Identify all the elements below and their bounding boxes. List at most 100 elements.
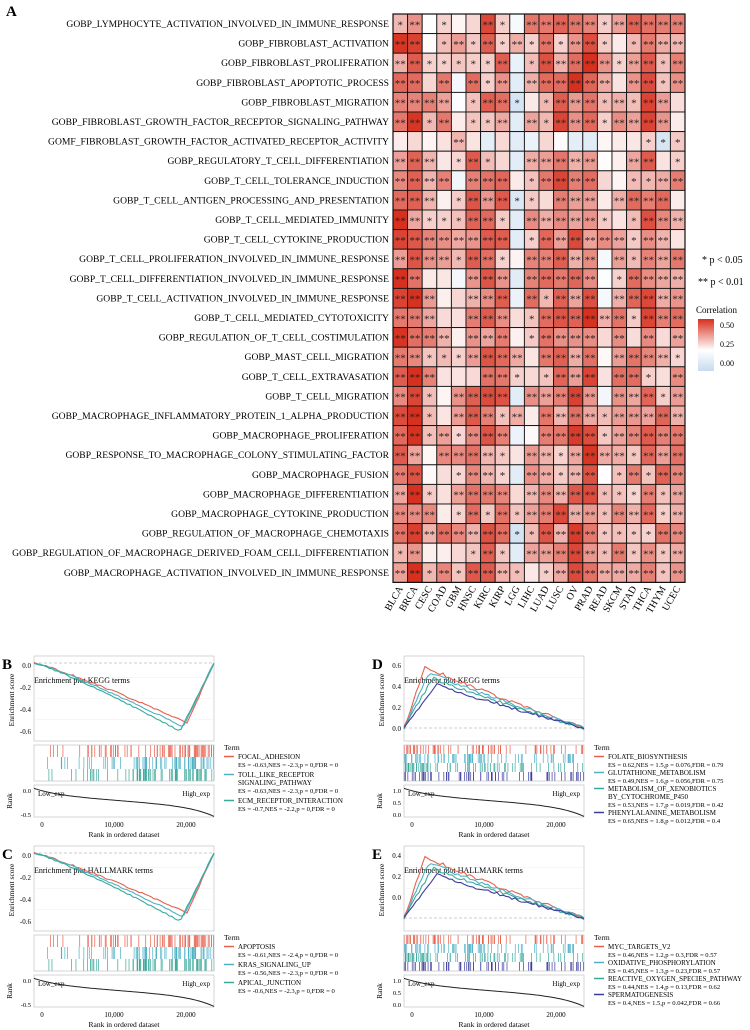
heatmap-star: ** (570, 78, 581, 90)
heatmap-star: ** (439, 451, 450, 463)
heatmap-star: ** (453, 137, 464, 149)
heatmap-star: ** (541, 549, 552, 561)
heatmap-star: * (602, 490, 608, 502)
heatmap-star: ** (468, 333, 479, 345)
heatmap-star: ** (599, 78, 610, 90)
heatmap-star: ** (628, 431, 639, 443)
heatmap-star: * (471, 39, 477, 51)
colorbar-tick: 0.25 (720, 340, 734, 349)
heatmap-star: ** (672, 274, 683, 286)
heatmap-star: * (646, 176, 652, 188)
heatmap-star: ** (672, 215, 683, 227)
heatmap-cells: * ** * ** * ** ** ** ** ** * ** ** ** ** **** ** * ** * ** * *… (392, 13, 686, 584)
heatmap-star: ** (672, 176, 683, 188)
heatmap-star: * (398, 549, 404, 561)
heatmap-cell (494, 131, 511, 152)
heatmap-row-labels: GOBP_LYMPHOCYTE_ACTIVATION_INVOLVED_IN_I… (12, 19, 389, 579)
heatmap-star: * (427, 392, 433, 404)
heatmap-star: * (602, 431, 608, 443)
heatmap-star: * (485, 509, 491, 521)
heatmap-star: * (456, 353, 462, 365)
heatmap-star: * (529, 235, 535, 247)
heatmap-star: * (427, 215, 433, 227)
heatmap-star: ** (555, 529, 566, 541)
heatmap-cell (465, 13, 482, 35)
heatmap-cell (509, 425, 525, 446)
heatmap-star: * (456, 431, 462, 443)
heatmap-cell (596, 366, 613, 387)
rank-y-tick: 0.0 (23, 978, 31, 985)
heatmap-star: ** (409, 59, 420, 71)
heatmap-star: ** (395, 255, 406, 267)
heatmap-row-label: GOBP_FIBROBLAST_GROWTH_FACTOR_RECEPTOR_S… (52, 117, 389, 128)
rank-frame (33, 784, 215, 818)
heatmap-cell (436, 307, 452, 329)
heatmap-cell (407, 131, 423, 152)
heatmap-star: ** (482, 431, 493, 443)
heatmap-star: ** (497, 176, 508, 188)
heatmap-star: * (427, 431, 433, 443)
heatmap-star: ** (570, 451, 581, 463)
heatmap-star: ** (395, 411, 406, 423)
heatmap-cell (450, 542, 467, 564)
heatmap-star: ** (424, 372, 435, 384)
heatmap-star: ** (614, 294, 625, 306)
heatmap-star: ** (555, 59, 566, 71)
heatmap-star: ** (628, 117, 639, 129)
heatmap-cell (509, 111, 525, 133)
heatmap-cell (465, 131, 482, 152)
heatmap-star: * (602, 19, 608, 31)
heatmap-cell (509, 268, 525, 289)
heatmap-cell (669, 229, 686, 250)
heatmap-star: * (631, 313, 637, 325)
heatmap-star: ** (482, 274, 493, 286)
legend-term-name: MYC_TARGETS_V2 (608, 943, 671, 951)
heatmap-star: ** (439, 255, 450, 267)
x-tick-label: 20,000 (176, 1011, 196, 1019)
heatmap-star: ** (658, 313, 669, 325)
heatmap-cell (509, 13, 525, 35)
heatmap-star: ** (468, 313, 479, 325)
heatmap-star: ** (395, 157, 406, 169)
heatmap-star: ** (409, 549, 420, 561)
enrichment-curve (33, 852, 215, 921)
x-axis-label: Rank in ordered dataset (88, 1020, 160, 1029)
heatmap-row-label: GOBP_FIBROBLAST_MIGRATION (241, 97, 389, 108)
heatmap-star: ** (439, 117, 450, 129)
heatmap-star: ** (409, 451, 420, 463)
heatmap-star: ** (395, 117, 406, 129)
heatmap-star: ** (439, 98, 450, 110)
heatmap-cell (480, 131, 496, 152)
heatmap-star: ** (555, 549, 566, 561)
heatmap-star: ** (570, 274, 581, 286)
enrichment-curve (33, 662, 215, 731)
low-exp-label: Low_exp (408, 980, 435, 988)
legend-term-stats: ES = -0.63,NES = -2.3,p = 0,FDR = 0 (238, 762, 339, 769)
heatmap-star: ** (658, 39, 669, 51)
heatmap-star: ** (555, 176, 566, 188)
heatmap-star: ** (497, 392, 508, 404)
heatmap-star: ** (395, 196, 406, 208)
heatmap-star: ** (541, 274, 552, 286)
legend-term-name: METABOLISM_OF_XENOBIOTICS (608, 785, 716, 793)
heatmap-star: * (471, 59, 477, 71)
y-tick-label: 0.0 (22, 662, 31, 670)
heatmap-cell (509, 209, 525, 231)
heatmap-star: ** (555, 490, 566, 502)
heatmap-star: ** (409, 470, 420, 482)
heatmap-row-label: GOBP_MACROPHAGE_ACTIVATION_INVOLVED_IN_I… (64, 568, 389, 579)
heatmap-star: ** (658, 529, 669, 541)
heatmap-star: ** (643, 294, 654, 306)
heatmap-row-label: GOBP_T_CELL_ANTIGEN_PROCESSING_AND_PRESE… (113, 195, 389, 206)
heatmap-star: ** (643, 98, 654, 110)
heatmap-star: ** (570, 59, 581, 71)
heatmap-star: ** (468, 294, 479, 306)
heatmap-star: ** (482, 333, 493, 345)
heatmap-cell (421, 464, 438, 485)
heatmap-cell (450, 91, 467, 113)
rank-frame (403, 974, 585, 1008)
legend-term-stats: ES = 0.65,NES = 1.8,p = 0.012,FDR = 0.4 (608, 818, 721, 825)
heatmap-star: * (485, 78, 491, 90)
legend-term-stats: ES = 0.53,NES = 1.7,p = 0.019,FDR = 0.42 (608, 802, 723, 809)
enrichment-curve (33, 661, 215, 724)
